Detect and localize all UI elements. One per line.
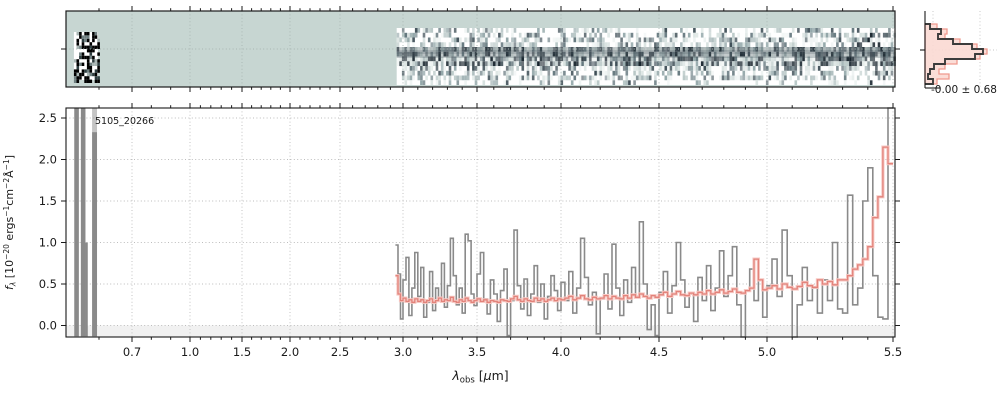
x-tick-label: 5.0 xyxy=(758,345,776,359)
y-axis-label: fλ [10−20 ergs−1cm−2Å−1] xyxy=(2,155,18,290)
y-tick-labels: 0.0 0.5 1.0 1.5 2.0 2.5 xyxy=(39,111,57,333)
panel-2d-spectrum xyxy=(61,6,900,92)
x-tick-labels: 0.7 1.0 1.5 2.0 2.5 3.0 3.5 4.0 4.5 5.0 5.5 xyxy=(123,345,902,359)
y-tick-label: 1.0 xyxy=(39,236,57,250)
hist-dark-distribution xyxy=(925,23,984,85)
y-tick-label: 0.5 xyxy=(39,277,57,291)
x-tick-label: 4.0 xyxy=(552,345,570,359)
x-tick-label: 4.5 xyxy=(650,345,668,359)
panel-1d-spectrum: 0.7 1.0 1.5 2.0 2.5 3.0 3.5 4.0 4.5 5.0 5.5 0.0 0.5 1… xyxy=(2,103,902,386)
x-tick-label: 3.5 xyxy=(468,345,486,359)
y-tick-label: 1.5 xyxy=(39,194,57,208)
hist-axes xyxy=(920,11,940,89)
x-axis-label: λobs [μm] xyxy=(451,368,508,386)
y-tick-label: 2.0 xyxy=(39,153,57,167)
source-id-label: 5105_20266 xyxy=(95,116,154,127)
panel-residual-histogram xyxy=(920,11,997,89)
spectrum-flux-line xyxy=(395,107,893,338)
main-gridlines xyxy=(66,108,895,337)
x-tick-label: 1.0 xyxy=(181,345,199,359)
x-tick-label: 2.5 xyxy=(331,345,349,359)
error-line-halo xyxy=(395,145,893,304)
2d-gridlines xyxy=(66,11,895,87)
blue-end-noise-bars xyxy=(74,108,98,337)
histogram-stat-label: -0.00 ± 0.68 xyxy=(931,84,997,96)
error-line xyxy=(395,146,893,303)
main-axis-ticks xyxy=(61,103,900,342)
x-tick-label: 2.0 xyxy=(281,345,299,359)
static-labels: 5105_20266 -0.00 ± 0.68 xyxy=(95,84,997,127)
x-tick-label: 3.0 xyxy=(394,345,412,359)
y-tick-label: 2.5 xyxy=(39,111,57,125)
x-tick-label: 0.7 xyxy=(123,345,141,359)
x-tick-label: 1.5 xyxy=(233,345,251,359)
x-tick-label: 5.5 xyxy=(884,345,902,359)
2d-axis-ticks xyxy=(61,6,900,92)
2d-blue-end-block-texture xyxy=(73,32,100,83)
2d-spectrum-trace xyxy=(396,47,895,58)
2d-spectrum-trace-core xyxy=(396,50,895,54)
main-axes-frame xyxy=(65,107,896,338)
below-zero-shading xyxy=(66,325,895,337)
y-tick-label: 0.0 xyxy=(39,319,57,333)
